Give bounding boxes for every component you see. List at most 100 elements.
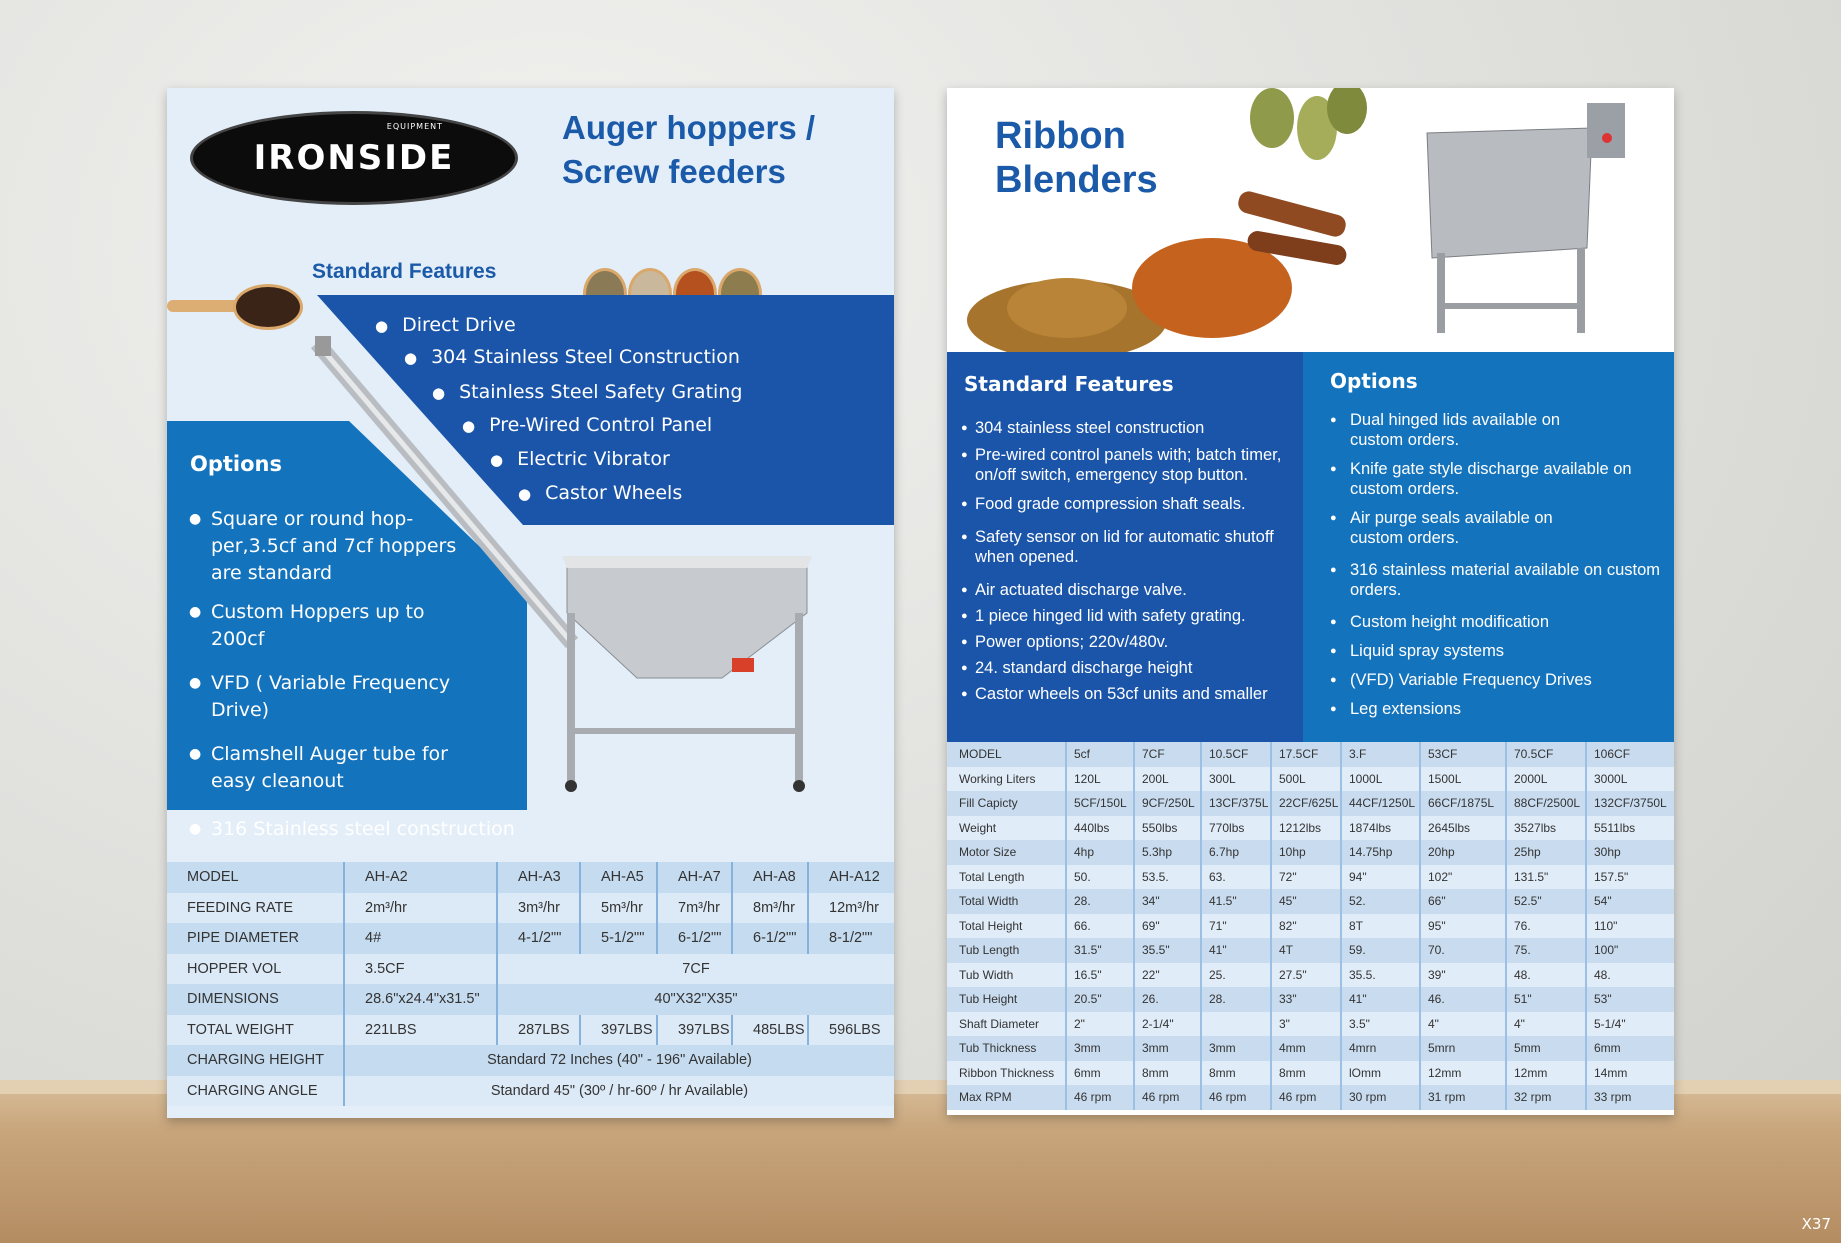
features-list: 304 stainless steel construction Pre-wir… [961,418,1301,713]
feature-item: Pre-wired control panels with; batch tim… [961,445,1301,485]
table-cell: 70. [1419,938,1506,963]
table-cell: 27.5" [1270,962,1341,987]
table-cell: Standard 72 Inches (40" - 196" Available… [343,1045,894,1076]
feature-item: Pre-Wired Control Panel [462,414,712,436]
table-cell: 50. [1065,864,1134,889]
table-cell: 35.5" [1133,938,1201,963]
table-cell: 28. [1065,889,1134,914]
table-cell: 4# [343,923,497,954]
table-cell: 41.5" [1200,889,1271,914]
table-cell: 2-1/4" [1133,1011,1201,1036]
table-cell: 4" [1419,1011,1506,1036]
table-cell: Motor Size [959,845,1017,860]
options-list: Dual hinged lids available on custom ord… [1326,410,1671,728]
table-cell: 39" [1419,962,1506,987]
table-cell: 72" [1270,864,1341,889]
table-row: Working Liters 120L 200L 300L 500L 1000L 1500L… [947,766,1674,791]
ironside-logo: IRONSIDE EQUIPMENT [190,111,518,205]
table-cell: 221LBS [343,1014,497,1045]
table-cell: 3527lbs [1505,815,1586,840]
feature-item: Food grade compression shaft seals. [961,494,1301,514]
table-row: Ribbon Thickness 6mm 8mm 8mm 8mm lOmm 12mm 12mm… [947,1060,1674,1085]
table-cell: 5m³/hr [579,892,657,923]
table-cell: MODEL [187,869,239,886]
table-cell: AH-A7 [656,862,732,893]
table-cell: 66. [1065,913,1134,938]
table-cell: 20hp [1419,840,1506,865]
table-cell: 3m³/hr [496,892,580,923]
option-item: Knife gate style discharge available on … [1326,459,1671,499]
table-cell: 31.5" [1065,938,1134,963]
table-cell: 66" [1419,889,1506,914]
table-cell: 6.7hp [1200,840,1271,865]
table-cell: 3mm [1200,1036,1271,1061]
option-item: Custom height modification [1326,612,1671,632]
table-cell: 14.75hp [1340,840,1420,865]
table-row: FEEDING RATE 2m³/hr 3m³/hr 5m³/hr 7m³/hr 8m³/… [167,892,894,923]
table-cell: 2000L [1505,766,1586,791]
table-cell: 3000L [1585,766,1674,791]
feature-item: 304 Stainless Steel Construction [404,346,740,368]
table-cell: Shaft Diameter [959,1016,1040,1031]
table-cell: Tub Length [959,943,1020,958]
table-cell: 66CF/1875L [1419,791,1506,816]
feature-item: 24. standard discharge height [961,658,1301,678]
table-cell: 5-1/2"" [579,923,657,954]
table-cell: 10.5CF [1200,742,1271,767]
option-item: 316 stainless material available on cust… [1326,560,1671,600]
table-cell: 4" [1505,1011,1586,1036]
title-line-1: Auger hoppers / [562,109,816,146]
option-item: 316 Stainless steel construction [189,816,525,843]
table-row: Shaft Diameter 2" 2-1/4" 3" 3.5" 4" 4" 5-1/4" [947,1011,1674,1036]
feature-item: Electric Vibrator [490,448,670,470]
table-cell: TOTAL WEIGHT [187,1021,294,1038]
table-cell: 69" [1133,913,1201,938]
table-cell: 8mm [1270,1060,1341,1085]
table-cell: 35.5. [1340,962,1420,987]
standard-features-heading: Standard Features [312,260,497,283]
table-cell: 32 rpm [1505,1085,1586,1110]
option-item: VFD ( Variable Frequency Drive) [189,670,479,724]
table-cell: 770lbs [1200,815,1271,840]
table-cell: AH-A8 [731,862,808,893]
table-cell: 6mm [1585,1036,1674,1061]
standard-features-heading: Standard Features [964,372,1174,396]
table-cell: 3.5CF [343,953,497,984]
table-cell: 5CF/150L [1065,791,1134,816]
table-cell: 6-1/2"" [731,923,808,954]
table-cell: 100" [1585,938,1674,963]
table-cell: 5-1/4" [1585,1011,1674,1036]
table-cell: 48. [1585,962,1674,987]
table-row: Fill Capicty 5CF/150L 9CF/250L 13CF/375L 22C… [947,791,1674,816]
table-cell: AH-A12 [807,862,894,893]
page-title: Ribbon Blenders [995,114,1158,202]
table-row: Total Height 66. 69" 71" 82" 8T 95" 76. 110" [947,913,1674,938]
table-cell: 4hp [1065,840,1134,865]
table-cell: 5mrn [1419,1036,1506,1061]
table-cell: 30hp [1585,840,1674,865]
table-cell: MODEL [959,747,1002,762]
table-row: Max RPM 46 rpm 46 rpm 46 rpm 46 rpm 30 rpm 31 … [947,1085,1674,1110]
table-cell: 287LBS [496,1014,580,1045]
logo-text: IRONSIDE [253,138,455,178]
table-cell: 3.F [1340,742,1420,767]
table-cell: 54" [1585,889,1674,914]
table-cell: 41" [1340,987,1420,1012]
table-cell: lOmm [1340,1060,1420,1085]
table-cell: 596LBS [807,1014,894,1045]
table-cell: 550lbs [1133,815,1201,840]
table-cell: 8mm [1200,1060,1271,1085]
option-item: Custom Hoppers up to 200cf [189,599,479,653]
option-item: Square or round hop-per,3.5cf and 7cf ho… [189,506,479,587]
table-row: MODEL AH-A2 AH-A3 AH-A5 AH-A7 AH-A8 AH-A12 [167,862,894,893]
table-cell: 88CF/2500L [1505,791,1586,816]
table-cell: Weight [959,820,997,835]
table-cell: 28.6"x24.4"x31.5" [343,984,497,1015]
table-cell: 200L [1133,766,1201,791]
table-cell: 94" [1340,864,1420,889]
feature-item: 304 stainless steel construction [961,418,1301,438]
auger-spec-table: MODEL AH-A2 AH-A3 AH-A5 AH-A7 AH-A8 AH-A12 FEED… [167,862,894,1106]
table-cell: 440lbs [1065,815,1134,840]
table-cell: 1000L [1340,766,1420,791]
options-list: Square or round hop-per,3.5cf and 7cf ho… [189,506,515,857]
